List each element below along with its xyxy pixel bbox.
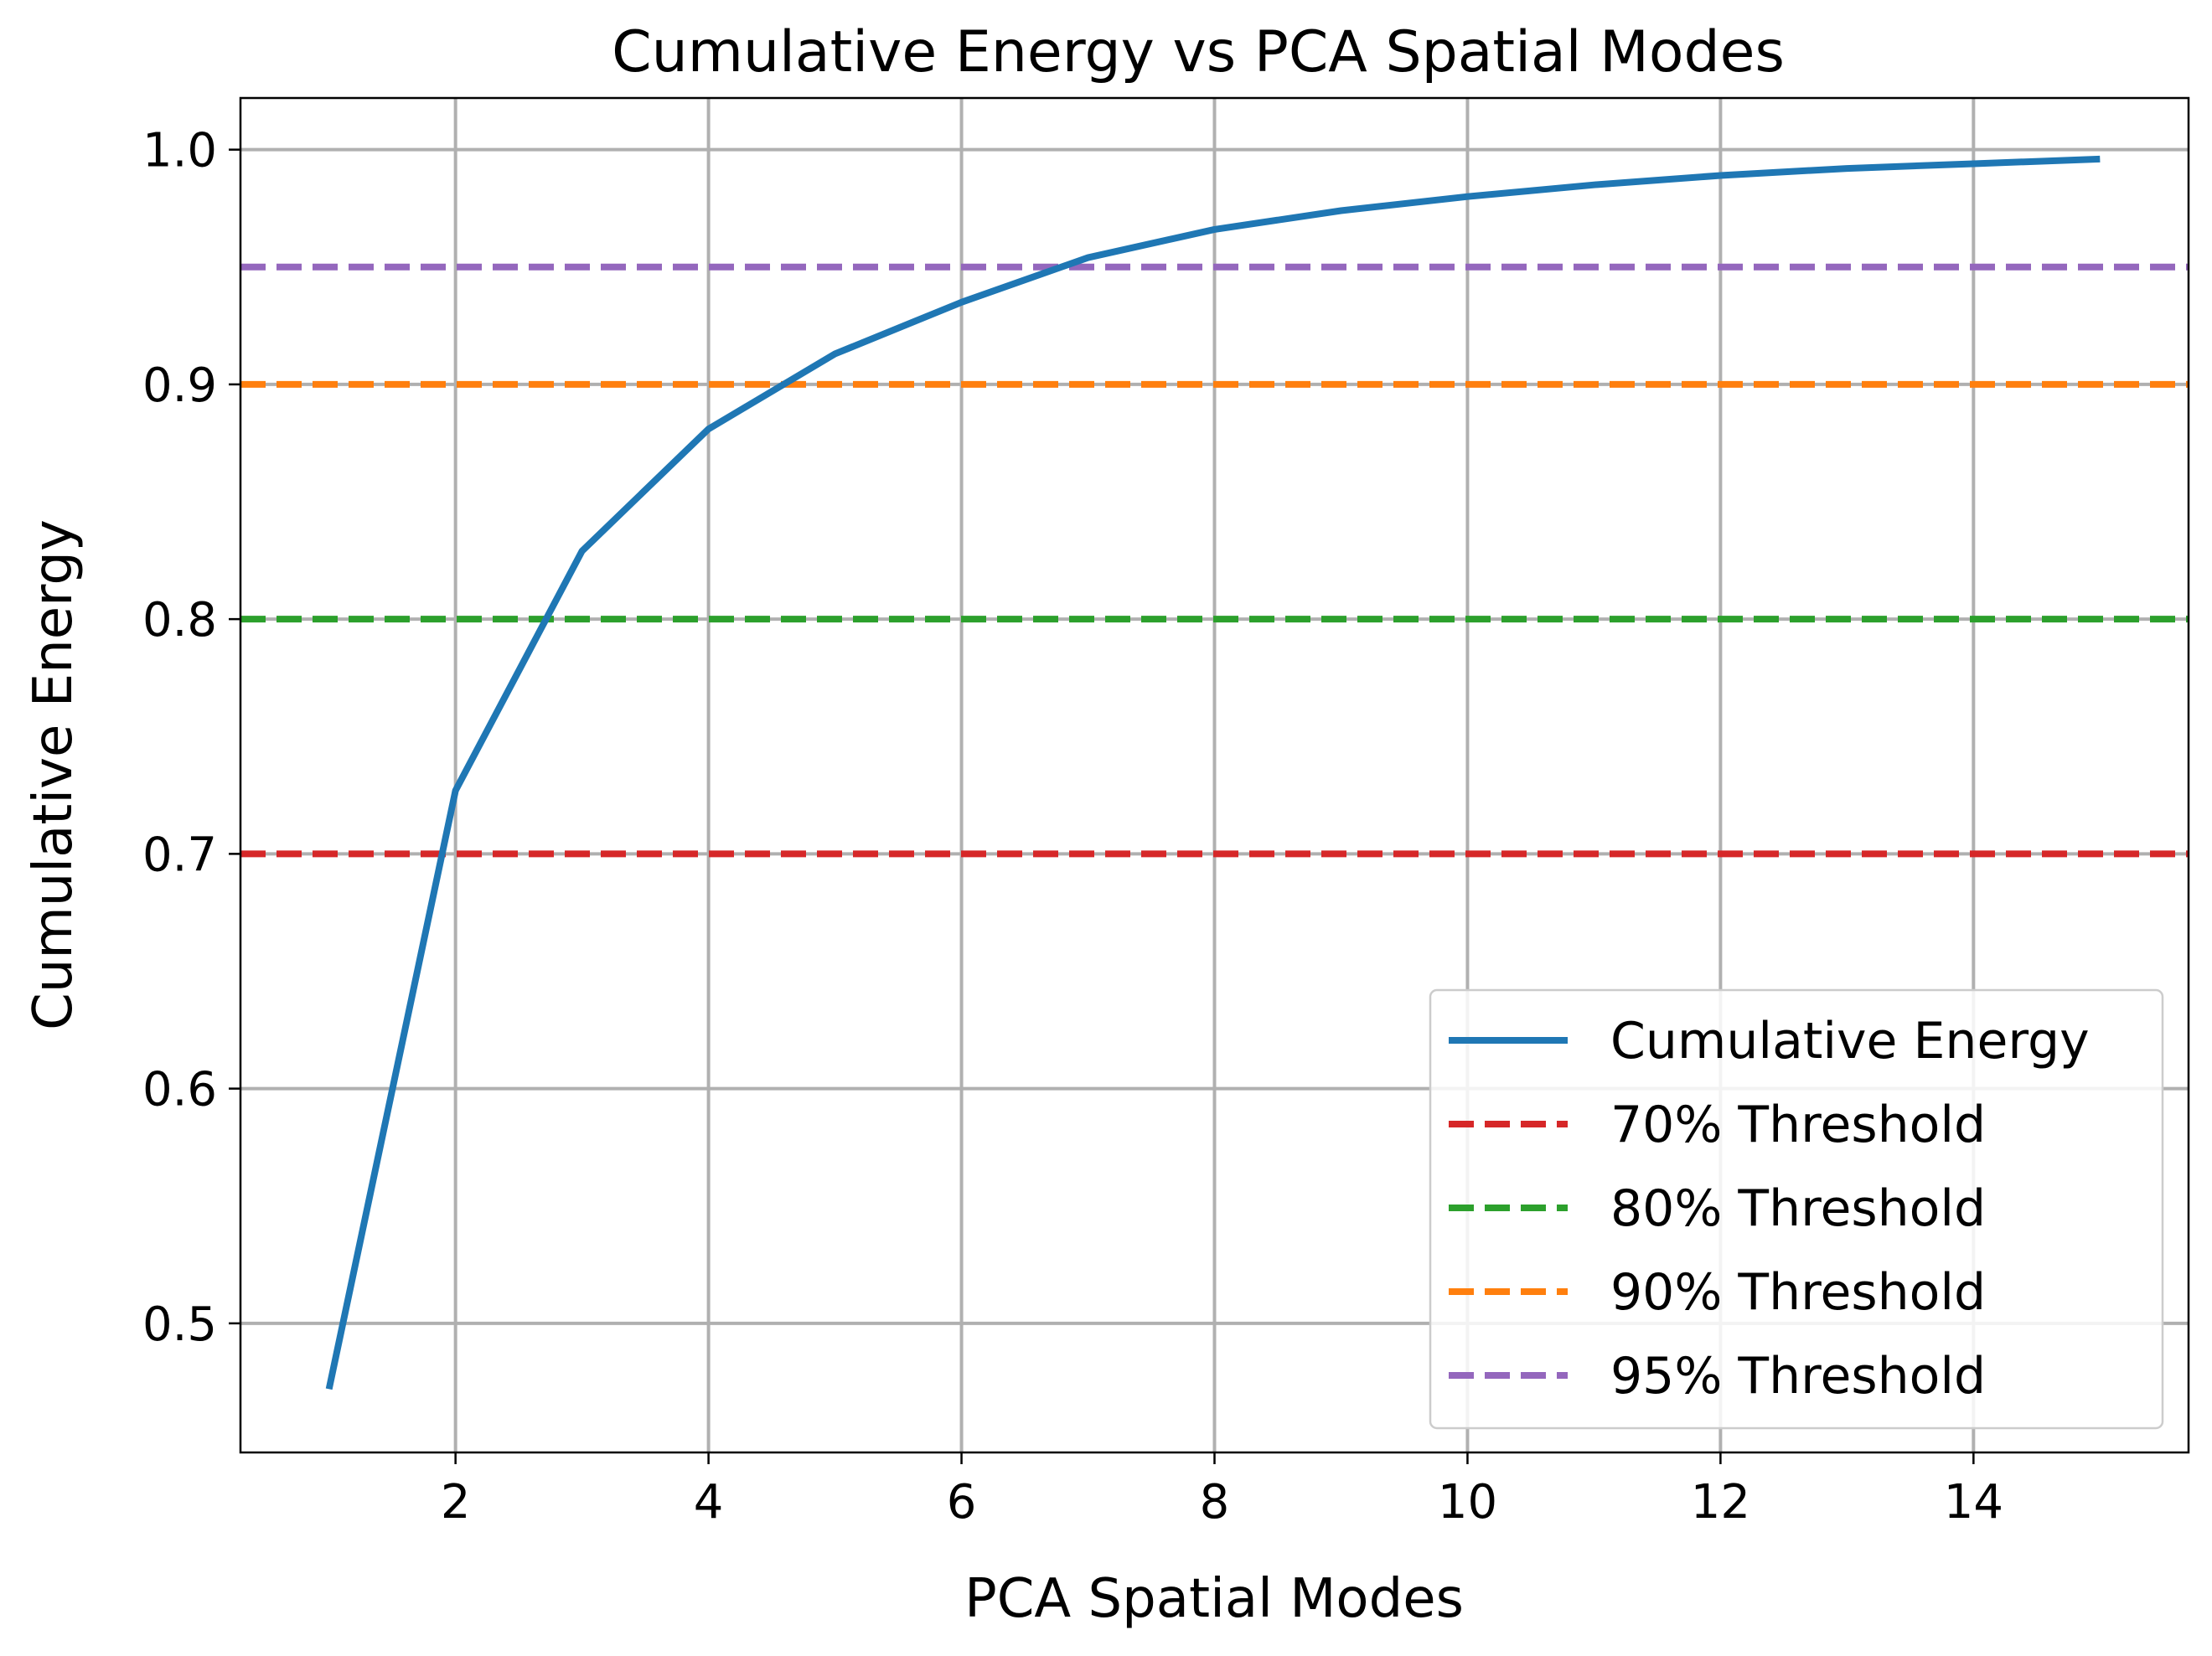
y-tick-label: 0.9 [142, 359, 217, 413]
chart-title: Cumulative Energy vs PCA Spatial Modes [612, 19, 1785, 85]
legend: Cumulative Energy 70% Threshold 80% Thresh… [1429, 988, 2164, 1430]
x-tick-label: 12 [1691, 1475, 1750, 1530]
legend-label: 90% Threshold [1610, 1263, 1986, 1322]
x-axis-label: PCA Spatial Modes [964, 1568, 1464, 1630]
x-tick-label: 10 [1438, 1475, 1497, 1530]
y-tick-label: 0.5 [142, 1297, 217, 1352]
x-tick-label: 14 [1944, 1475, 2003, 1530]
x-tick-label: 8 [1200, 1475, 1230, 1530]
y-tick-label: 0.7 [142, 828, 217, 882]
legend-box [1429, 988, 2164, 1430]
threshold-lines [240, 263, 2189, 858]
x-tick-label: 2 [441, 1475, 471, 1530]
x-axis: 2 4 6 8 10 12 14 [441, 1452, 2003, 1530]
legend-label: Cumulative Energy [1610, 1012, 2090, 1070]
cumulative-energy-line [325, 155, 2101, 1390]
y-tick-label: 1.0 [142, 124, 217, 178]
y-tick-label: 0.6 [142, 1063, 217, 1117]
y-tick-label: 0.8 [142, 593, 217, 647]
x-tick-label: 4 [694, 1475, 724, 1530]
x-tick-label: 6 [947, 1475, 977, 1530]
series-lines [325, 155, 2101, 1390]
legend-label: 95% Threshold [1610, 1347, 1986, 1406]
y-axis: 0.5 0.6 0.7 0.8 0.9 1.0 [142, 124, 240, 1352]
legend-label: 80% Threshold [1610, 1179, 1986, 1238]
y-axis-label: Cumulative Energy [23, 519, 85, 1030]
legend-label: 70% Threshold [1610, 1096, 1986, 1154]
